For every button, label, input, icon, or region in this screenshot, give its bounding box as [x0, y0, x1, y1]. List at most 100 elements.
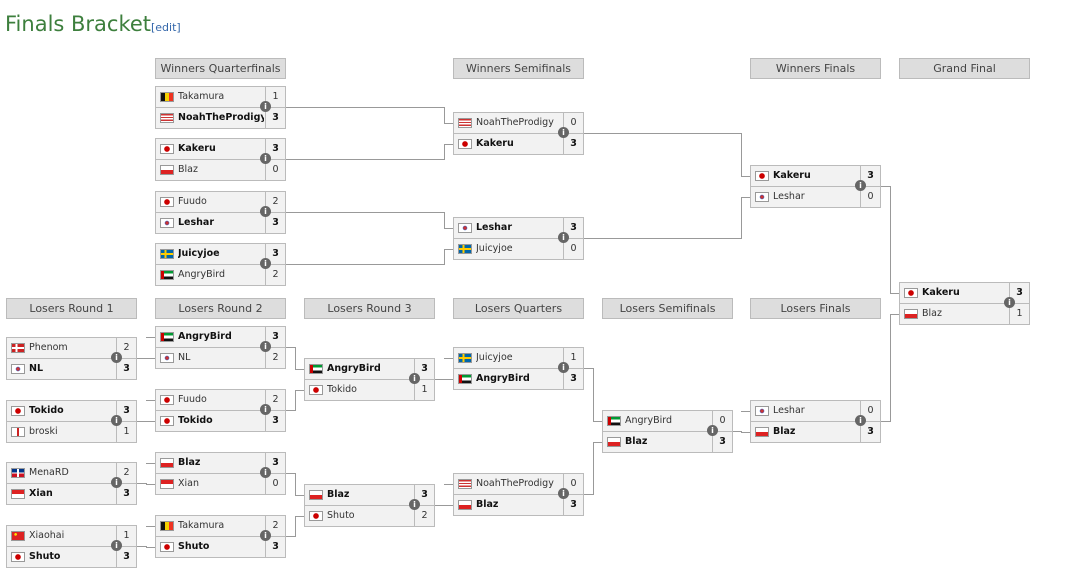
- player-row[interactable]: Tokido 3: [156, 411, 285, 431]
- flag-cl-icon: [458, 500, 472, 510]
- info-icon[interactable]: i: [111, 540, 122, 551]
- info-icon[interactable]: i: [260, 101, 271, 112]
- player-name: Takamura: [178, 520, 225, 531]
- info-icon[interactable]: i: [409, 499, 420, 510]
- info-icon[interactable]: i: [707, 425, 718, 436]
- player-row[interactable]: Blaz 3: [156, 453, 285, 474]
- player-row[interactable]: Phenom 2: [7, 338, 136, 359]
- player-row[interactable]: NoahTheProdigy 0: [454, 474, 583, 495]
- flag-jp-icon: [160, 197, 174, 207]
- player-row[interactable]: AngryBird 2: [156, 265, 285, 285]
- info-icon[interactable]: i: [409, 373, 420, 384]
- info-icon[interactable]: i: [558, 488, 569, 499]
- flag-ae-icon: [160, 332, 174, 342]
- player-row[interactable]: Kakeru 3: [751, 166, 880, 187]
- player-score: 2: [116, 338, 136, 358]
- player-score: 2: [265, 390, 285, 410]
- info-icon[interactable]: i: [260, 153, 271, 164]
- flag-cl-icon: [755, 427, 769, 437]
- player-row[interactable]: broski 1: [7, 422, 136, 442]
- player-row[interactable]: NL 2: [156, 348, 285, 368]
- player-row[interactable]: Kakeru 3: [900, 283, 1029, 304]
- info-icon[interactable]: i: [111, 352, 122, 363]
- info-icon[interactable]: i: [558, 362, 569, 373]
- player-row[interactable]: Juicyjoe 3: [156, 244, 285, 265]
- player-row[interactable]: MenaRD 2: [7, 463, 136, 484]
- info-icon[interactable]: i: [260, 341, 271, 352]
- player-score: 3: [414, 359, 434, 379]
- player-name: Tokido: [327, 384, 357, 395]
- player-name: Blaz: [625, 436, 648, 447]
- player-row[interactable]: Leshar 0: [751, 187, 880, 207]
- info-icon[interactable]: i: [260, 530, 271, 541]
- info-icon[interactable]: i: [260, 258, 271, 269]
- player-name: Shuto: [29, 551, 61, 562]
- player-row[interactable]: Fuudo 2: [156, 192, 285, 213]
- info-icon[interactable]: i: [1004, 297, 1015, 308]
- player-row[interactable]: Xian 0: [156, 474, 285, 494]
- flag-gb-icon: [11, 427, 25, 437]
- player-score: 1: [414, 380, 434, 400]
- player-score: 3: [563, 134, 583, 154]
- player-row[interactable]: Xian 3: [7, 484, 136, 504]
- flag-be-icon: [160, 521, 174, 531]
- info-icon[interactable]: i: [260, 467, 271, 478]
- flag-jp-icon: [160, 542, 174, 552]
- player-name: Shuto: [178, 541, 210, 552]
- player-name: Xian: [29, 488, 53, 499]
- info-icon[interactable]: i: [855, 415, 866, 426]
- player-name: Takamura: [178, 91, 225, 102]
- round-header: Winners Finals: [750, 58, 881, 79]
- player-score: 1: [1009, 304, 1029, 324]
- info-icon[interactable]: i: [558, 232, 569, 243]
- player-row[interactable]: NL 3: [7, 359, 136, 379]
- player-row[interactable]: Juicyjoe 1: [454, 348, 583, 369]
- player-row[interactable]: Kakeru 3: [454, 134, 583, 154]
- player-row[interactable]: Blaz 3: [603, 432, 732, 452]
- info-icon[interactable]: i: [855, 180, 866, 191]
- flag-se-icon: [458, 353, 472, 363]
- flag-do-icon: [11, 468, 25, 478]
- player-row[interactable]: Fuudo 2: [156, 390, 285, 411]
- player-row[interactable]: Juicyjoe 0: [454, 239, 583, 259]
- player-name: Blaz: [773, 426, 796, 437]
- info-icon[interactable]: i: [260, 206, 271, 217]
- player-row[interactable]: NoahTheProdigy 0: [454, 113, 583, 134]
- flag-sg-icon: [11, 489, 25, 499]
- player-row[interactable]: Shuto 3: [156, 537, 285, 557]
- player-row[interactable]: Blaz 1: [900, 304, 1029, 324]
- player-score: 3: [116, 401, 136, 421]
- player-row[interactable]: AngryBird 3: [454, 369, 583, 389]
- player-row[interactable]: AngryBird 3: [305, 359, 434, 380]
- player-row[interactable]: AngryBird 0: [603, 411, 732, 432]
- match: AngryBird 3 Tokido 1 i: [304, 358, 435, 401]
- round-header: Grand Final: [899, 58, 1030, 79]
- player-row[interactable]: Xiaohai 1: [7, 526, 136, 547]
- player-row[interactable]: Leshar 3: [156, 213, 285, 233]
- player-row[interactable]: Leshar 3: [454, 218, 583, 239]
- player-row[interactable]: Shuto 3: [7, 547, 136, 567]
- connector-line: [564, 197, 750, 239]
- info-icon[interactable]: i: [111, 415, 122, 426]
- player-name: AngryBird: [178, 269, 226, 280]
- player-row[interactable]: Takamura 2: [156, 516, 285, 537]
- flag-us-icon: [160, 113, 174, 123]
- player-row[interactable]: NoahTheProdigy 3: [156, 108, 285, 128]
- info-icon[interactable]: i: [558, 127, 569, 138]
- info-icon[interactable]: i: [260, 404, 271, 415]
- match: Takamura 1 NoahTheProdigy 3 i: [155, 86, 286, 129]
- info-icon[interactable]: i: [111, 477, 122, 488]
- player-row[interactable]: Blaz 0: [156, 160, 285, 180]
- player-row[interactable]: Takamura 1: [156, 87, 285, 108]
- player-row[interactable]: Tokido 1: [305, 380, 434, 400]
- player-row[interactable]: AngryBird 3: [156, 327, 285, 348]
- player-row[interactable]: Tokido 3: [7, 401, 136, 422]
- edit-link[interactable]: [edit]: [151, 21, 181, 34]
- player-row[interactable]: Shuto 2: [305, 506, 434, 526]
- player-row[interactable]: Blaz 3: [454, 495, 583, 515]
- player-score: 0: [563, 113, 583, 133]
- player-row[interactable]: Leshar 0: [751, 401, 880, 422]
- player-row[interactable]: Blaz 3: [305, 485, 434, 506]
- player-row[interactable]: Blaz 3: [751, 422, 880, 442]
- player-row[interactable]: Kakeru 3: [156, 139, 285, 160]
